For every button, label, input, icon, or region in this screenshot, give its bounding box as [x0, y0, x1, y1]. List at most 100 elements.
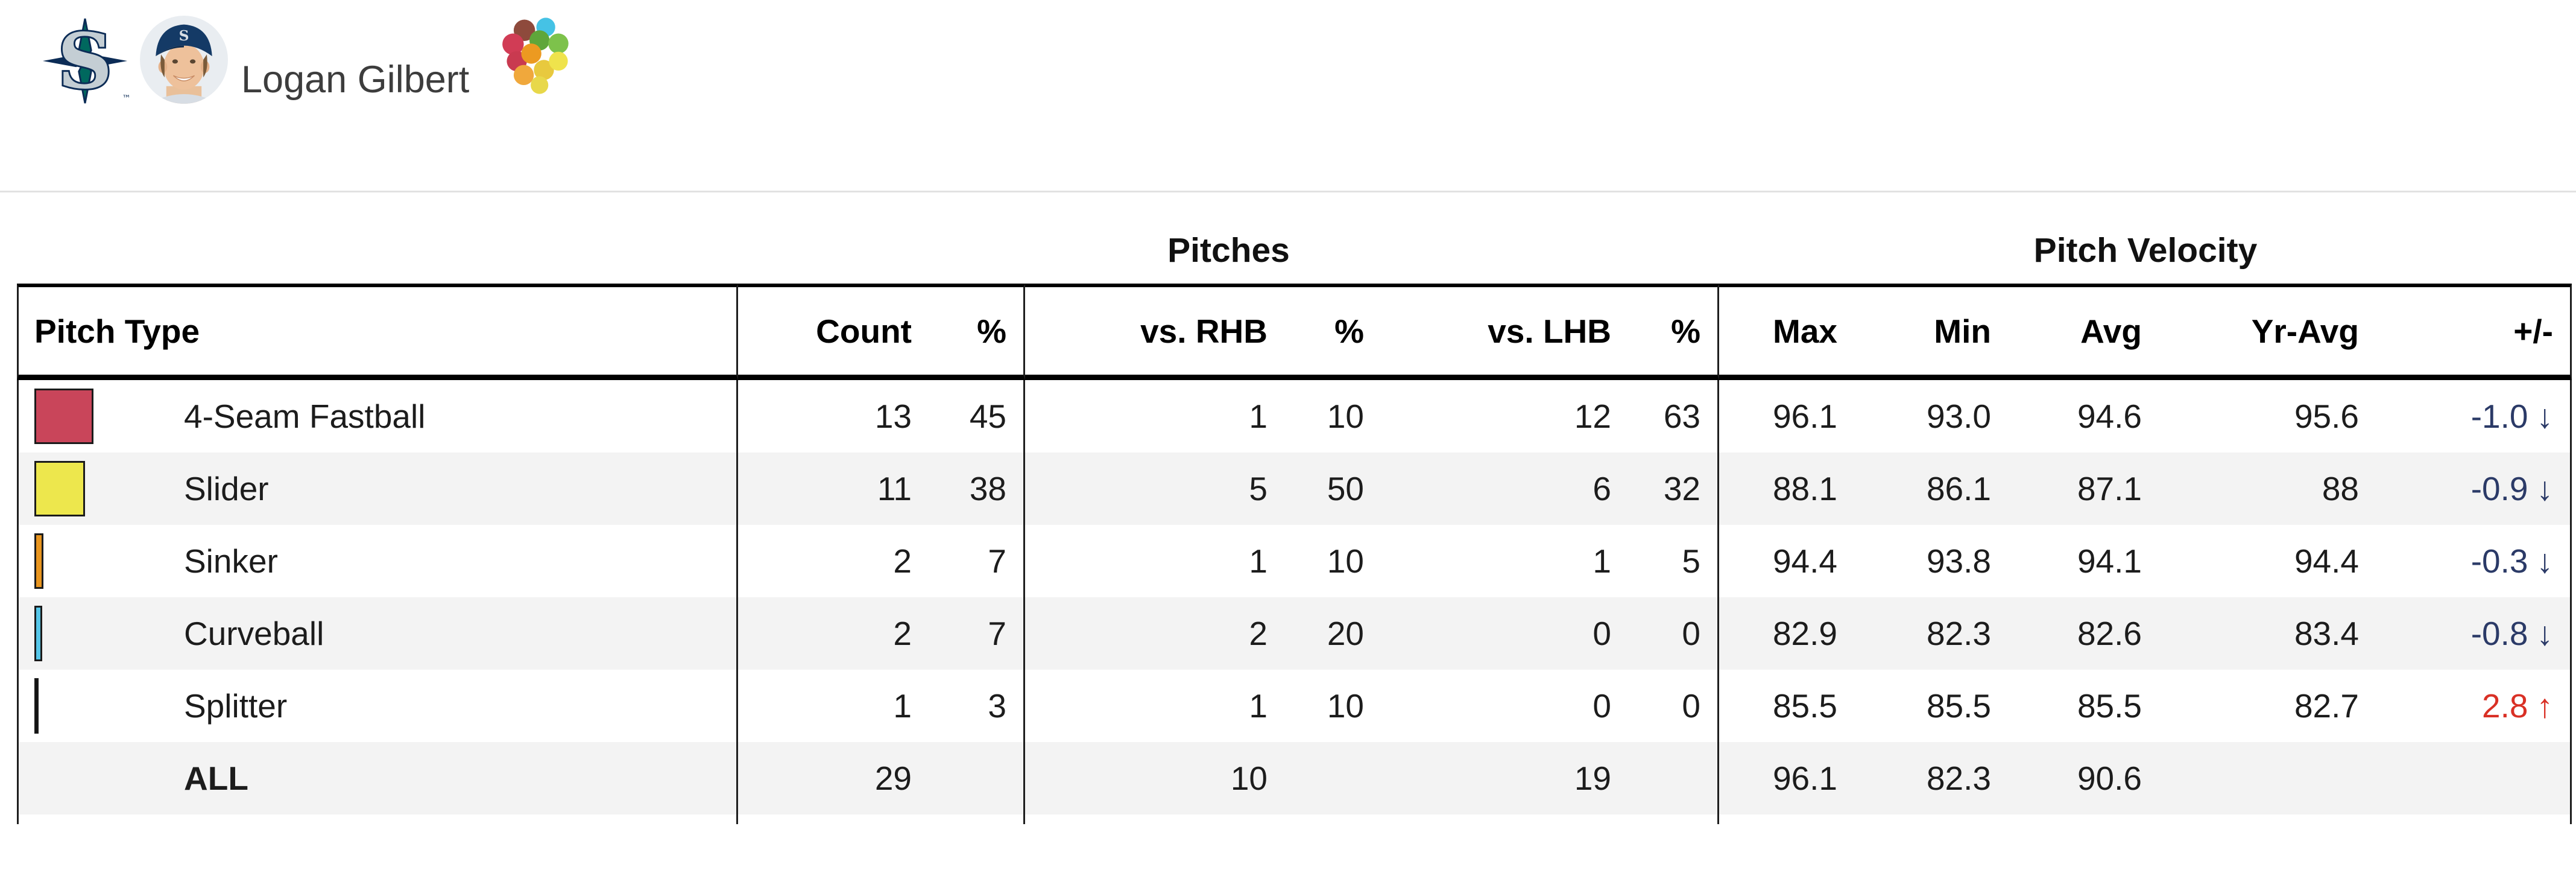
vs-lhb-cell: 0 — [1381, 597, 1628, 670]
pitch-color-swatch — [34, 389, 93, 444]
pitch-type-cell: Slider — [17, 452, 738, 525]
avg-velocity-cell: 94.6 — [2008, 380, 2159, 452]
velocity-delta-value: -0.9 — [2470, 470, 2528, 507]
column-header-vs-lhb: vs. LHB — [1381, 284, 1628, 380]
velocity-delta-cell — [2376, 742, 2572, 814]
vs-rhb-cell: 2 — [1025, 597, 1284, 670]
pitch-color-swatch — [34, 606, 42, 661]
count-pct-cell: 38 — [929, 452, 1025, 525]
velocity-delta-cell: -0.3 ↓ — [2376, 525, 2572, 597]
svg-text:™: ™ — [122, 94, 129, 104]
lhb-pct-cell: 0 — [1628, 597, 1719, 670]
vs-rhb-cell: 1 — [1025, 380, 1284, 452]
vs-rhb-cell: 1 — [1025, 525, 1284, 597]
lhb-pct-cell: 32 — [1628, 452, 1719, 525]
table-bottom-stub — [1719, 814, 2572, 824]
column-header-lhb-pct: % — [1628, 284, 1719, 380]
pitch-type-cell: ALL — [17, 742, 738, 814]
min-velocity-cell: 93.0 — [1854, 380, 2008, 452]
group-header-pitches: Pitches — [1167, 231, 1290, 270]
header-divider-rule — [0, 191, 2576, 192]
rhb-pct-cell: 10 — [1284, 380, 1381, 452]
rhb-pct-cell: 10 — [1284, 670, 1381, 742]
table-bottom-stub — [1025, 814, 1719, 824]
pitch-color-swatch — [34, 461, 85, 516]
velocity-delta-cell: 2.8 ↑ — [2376, 670, 2572, 742]
count-pct-cell: 7 — [929, 525, 1025, 597]
svg-text:S: S — [58, 17, 113, 105]
yr-avg-velocity-cell: 88 — [2159, 452, 2376, 525]
pitch-name: ALL — [184, 760, 248, 797]
group-header-velocity: Pitch Velocity — [2033, 231, 2258, 270]
velocity-delta-value: -0.8 — [2470, 615, 2528, 652]
player-banner: S ™ S Logan Gilbert — [0, 0, 2576, 192]
pitch-name: Curveball — [184, 615, 324, 652]
count-cell: 29 — [738, 742, 929, 814]
pitch-color-swatch — [34, 533, 43, 589]
vs-rhb-cell: 5 — [1025, 452, 1284, 525]
player-avatar: S — [140, 16, 228, 104]
column-header-count: Count — [738, 284, 929, 380]
velocity-delta-down-arrow-icon: ↓ — [2536, 470, 2554, 507]
max-velocity-cell: 96.1 — [1719, 380, 1854, 452]
yr-avg-velocity-cell: 94.4 — [2159, 525, 2376, 597]
lhb-pct-cell: 0 — [1628, 670, 1719, 742]
table-bottom-stub — [17, 814, 738, 824]
max-velocity-cell: 96.1 — [1719, 742, 1854, 814]
column-header-rhb-pct: % — [1284, 284, 1381, 380]
vs-rhb-cell: 10 — [1025, 742, 1284, 814]
pitch-name: 4-Seam Fastball — [184, 398, 426, 435]
player-name: Logan Gilbert — [241, 59, 470, 101]
yr-avg-velocity-cell — [2159, 742, 2376, 814]
count-cell: 2 — [738, 597, 929, 670]
column-header-count-pct: % — [929, 284, 1025, 380]
pitch-table: Pitches Pitch Velocity Pitch Type Count … — [17, 193, 2572, 824]
svg-text:S: S — [179, 27, 189, 44]
pitch-type-cell: Splitter — [17, 670, 738, 742]
yr-avg-velocity-cell: 82.7 — [2159, 670, 2376, 742]
pitch-swatch-zone — [34, 533, 184, 589]
max-velocity-cell: 85.5 — [1719, 670, 1854, 742]
velocity-delta-cell: -0.8 ↓ — [2376, 597, 2572, 670]
yr-avg-velocity-cell: 95.6 — [2159, 380, 2376, 452]
min-velocity-cell: 85.5 — [1854, 670, 2008, 742]
pitch-mix-icon — [502, 17, 569, 94]
pitch-type-cell: 4-Seam Fastball — [17, 380, 738, 452]
vs-lhb-cell: 12 — [1381, 380, 1628, 452]
velocity-delta-value: -1.0 — [2470, 398, 2528, 435]
column-header-vs-rhb: vs. RHB — [1025, 284, 1284, 380]
pitch-name: Slider — [184, 470, 269, 507]
column-header-min: Min — [1854, 284, 2008, 380]
column-header-delta: +/- — [2376, 284, 2572, 380]
avg-velocity-cell: 94.1 — [2008, 525, 2159, 597]
pitch-name: Sinker — [184, 542, 278, 580]
rhb-pct-cell — [1284, 742, 1381, 814]
count-cell: 13 — [738, 380, 929, 452]
vs-lhb-cell: 19 — [1381, 742, 1628, 814]
vs-rhb-cell: 1 — [1025, 670, 1284, 742]
pitch-swatch-zone — [34, 389, 184, 444]
mariners-logo-icon: S ™ — [42, 17, 129, 105]
min-velocity-cell: 82.3 — [1854, 742, 2008, 814]
pitch-swatch-zone — [34, 606, 184, 661]
velocity-delta-down-arrow-icon: ↓ — [2536, 542, 2554, 580]
pitch-color-swatch — [34, 678, 39, 734]
avg-velocity-cell: 85.5 — [2008, 670, 2159, 742]
yr-avg-velocity-cell: 83.4 — [2159, 597, 2376, 670]
velocity-delta-value: -0.3 — [2470, 542, 2528, 580]
vs-lhb-cell: 6 — [1381, 452, 1628, 525]
count-pct-cell: 7 — [929, 597, 1025, 670]
min-velocity-cell: 86.1 — [1854, 452, 2008, 525]
velocity-delta-down-arrow-icon: ↓ — [2536, 615, 2554, 652]
count-cell: 2 — [738, 525, 929, 597]
pitch-swatch-zone — [34, 678, 184, 734]
rhb-pct-cell: 20 — [1284, 597, 1381, 670]
velocity-delta-down-arrow-icon: ↓ — [2536, 398, 2554, 435]
pitch-swatch-zone — [34, 461, 184, 516]
avg-velocity-cell: 82.6 — [2008, 597, 2159, 670]
velocity-delta-cell: -0.9 ↓ — [2376, 452, 2572, 525]
lhb-pct-cell: 63 — [1628, 380, 1719, 452]
column-header-max: Max — [1719, 284, 1854, 380]
vs-lhb-cell: 1 — [1381, 525, 1628, 597]
rhb-pct-cell: 50 — [1284, 452, 1381, 525]
